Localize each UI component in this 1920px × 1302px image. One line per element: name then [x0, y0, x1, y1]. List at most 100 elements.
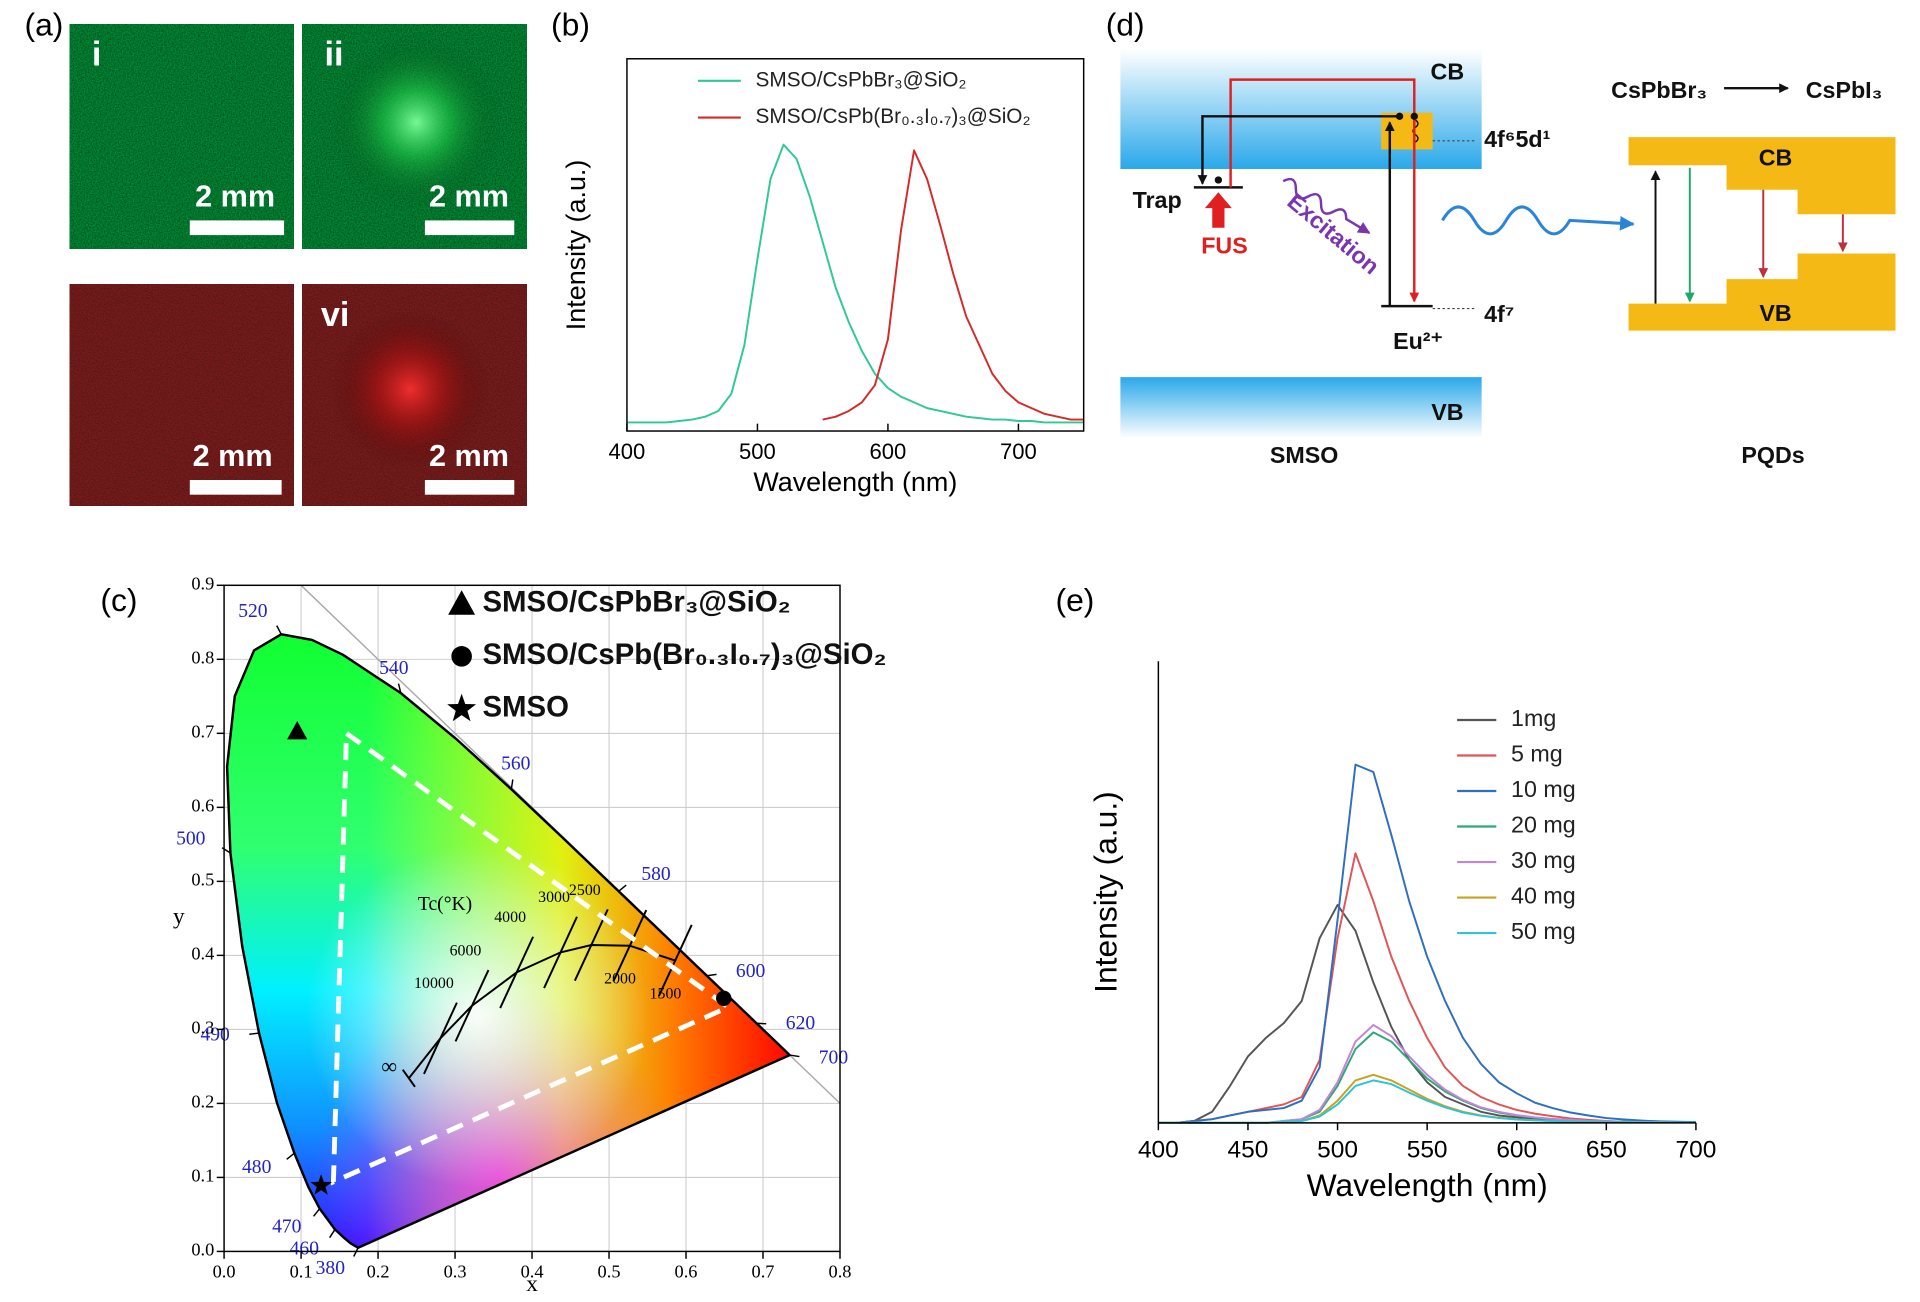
scale-bar-label: 2 mm — [195, 179, 275, 213]
legend-label: SMSO — [482, 691, 569, 724]
level-label: 4f⁶5d¹ — [1484, 126, 1551, 152]
wavelength-label: 620 — [786, 1013, 816, 1034]
axes: 400 450 500 550 600 650 700 Wavelength (nm) Inte… — [1088, 661, 1716, 1203]
micrograph: 2 mm — [69, 284, 294, 506]
legend-label: 20 mg — [1511, 812, 1576, 838]
y-axis-title: y — [173, 904, 185, 930]
x-tick-label: 0.2 — [367, 1262, 390, 1282]
electron — [1410, 112, 1418, 120]
scale-bar — [189, 479, 282, 495]
wavelength-label: 600 — [736, 961, 766, 982]
temperature-label: 10000 — [414, 975, 454, 992]
x-tick-label: 650 — [1586, 1136, 1627, 1163]
locus-tick — [397, 683, 402, 694]
legend-label: SMSO/CsPbBr₃@SiO₂ — [756, 68, 967, 91]
point — [310, 1174, 332, 1195]
compound-label: CsPbI₃ — [1806, 77, 1883, 103]
point — [451, 646, 472, 667]
axes: 0.0 0.1 0.2 0.3 0.4 0.5 0.6 0.7 0.8 0.0 0.1 0.2 0.3 0… — [173, 574, 887, 1298]
legend-label: 30 mg — [1511, 847, 1576, 873]
glow — [330, 36, 503, 209]
locus-tick — [789, 1054, 800, 1058]
panel-label: (c) — [100, 582, 137, 618]
plot-frame — [223, 584, 841, 1253]
transfer-path — [1229, 78, 1420, 303]
legend-label: 1mg — [1511, 705, 1556, 731]
scale-bar — [189, 220, 285, 236]
pqd-cb — [1628, 137, 1896, 215]
x-tick-label: 400 — [1138, 1136, 1179, 1163]
series-line — [626, 143, 1084, 424]
band-label: CB — [1431, 59, 1465, 85]
glow — [330, 309, 490, 469]
x-tick-label: 550 — [1407, 1136, 1448, 1163]
energy-transfer — [1441, 205, 1635, 236]
wavelength-label: 470 — [272, 1216, 302, 1237]
micrograph: i 2 mm — [69, 24, 294, 249]
isotherm — [423, 1002, 458, 1075]
isotherm — [499, 936, 534, 1009]
legend-label: 40 mg — [1511, 883, 1576, 909]
electron — [1395, 112, 1404, 120]
series-line — [1158, 763, 1696, 1124]
temperature-title: Tc(°K) — [418, 894, 472, 915]
legend-label: SMSO/CsPb(Br₀.₃I₀.₇)₃@SiO₂ — [482, 638, 886, 671]
wavelength-label: 380 — [316, 1258, 346, 1279]
panel-label: (e) — [1056, 582, 1095, 618]
x-axis-title: Wavelength (nm) — [1307, 1167, 1548, 1203]
temperature-label: 2500 — [569, 882, 601, 899]
plot — [626, 143, 1084, 424]
image-label: ii — [324, 35, 343, 73]
x-tick-label: 500 — [739, 439, 776, 464]
y-tick-label: 0.0 — [191, 1240, 214, 1260]
scale-bar-label: 2 mm — [429, 179, 509, 213]
wave — [1282, 177, 1371, 234]
wavelength-label: 500 — [176, 828, 206, 849]
fus-label: FUS — [1201, 232, 1248, 258]
x-tick-label: 500 — [1317, 1136, 1358, 1163]
x-tick-label: 0.5 — [598, 1262, 621, 1282]
isotherm — [543, 916, 578, 989]
wavelength-label: 560 — [501, 754, 531, 775]
image — [69, 284, 294, 506]
y-tick-label: 0.2 — [191, 1092, 214, 1112]
micrograph: ii 2 mm — [302, 24, 527, 249]
x-tick-label: 0.3 — [444, 1262, 467, 1282]
electron — [1214, 176, 1223, 184]
y-tick-label: 0.6 — [191, 796, 214, 816]
x-tick-label: 0.0 — [213, 1262, 236, 1282]
isotherm — [657, 924, 693, 997]
legend-label: SMSO/CsPb(Br₀.₃I₀.₇)₃@SiO₂ — [756, 105, 1031, 128]
band-label: VB — [1759, 300, 1791, 326]
x-tick-label: 0.8 — [829, 1262, 852, 1282]
trap-label: Trap — [1133, 187, 1182, 213]
image — [69, 24, 294, 249]
panel-label: (b) — [551, 6, 590, 42]
x-tick-label: 0.7 — [752, 1262, 775, 1282]
panel-label: (a) — [24, 6, 63, 42]
axes: 400 500 600 700 Wavelength (nm) Intensity (a.… — [561, 58, 1085, 497]
band-label: CB — [1759, 144, 1793, 170]
y-tick-label: 0.8 — [191, 648, 214, 668]
locus-tick — [510, 779, 514, 790]
legend-label: 50 mg — [1511, 918, 1576, 944]
x-tick-label: 700 — [1000, 439, 1037, 464]
material-label: SMSO — [1270, 442, 1338, 468]
wavelength-label: 480 — [242, 1157, 272, 1178]
x-tick-label: 450 — [1228, 1136, 1269, 1163]
gamut-triangle — [330, 728, 734, 1186]
point — [448, 590, 476, 615]
temperature-label: 2000 — [604, 971, 636, 988]
locus-tick — [286, 1152, 295, 1160]
point — [287, 721, 308, 740]
temperature-label: 1500 — [650, 985, 682, 1002]
temperature-label: 3000 — [538, 889, 570, 906]
locus-tick — [249, 1032, 260, 1035]
valence-band — [1120, 377, 1482, 439]
wavelength-label: 540 — [379, 658, 409, 679]
material-label: PQDs — [1741, 442, 1804, 468]
locus-tick — [756, 1022, 767, 1025]
micrograph: vi 2 mm — [302, 284, 527, 506]
ion-label: Eu²⁺ — [1393, 328, 1443, 354]
